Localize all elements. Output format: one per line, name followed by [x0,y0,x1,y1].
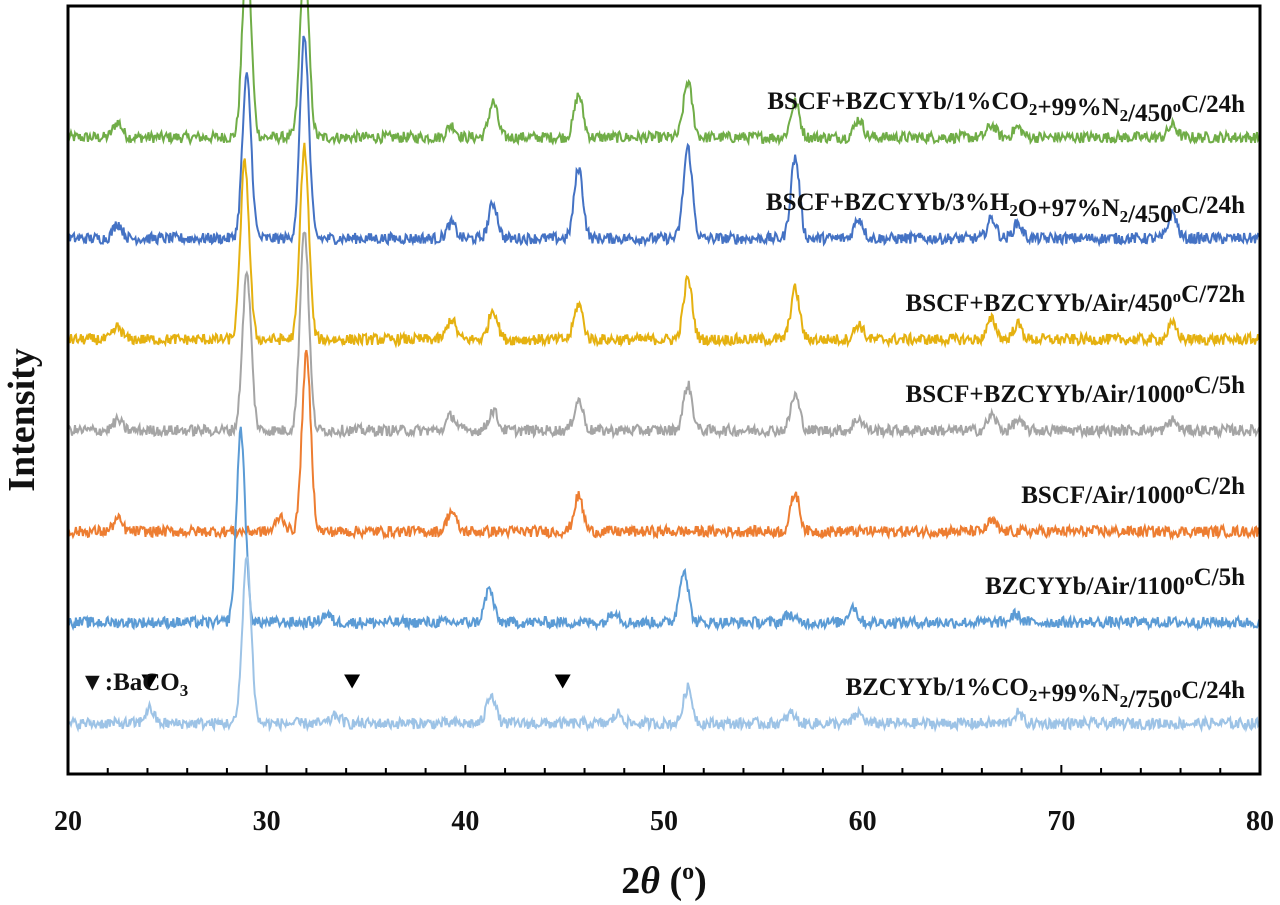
x-tick-label-50: 50 [650,806,678,837]
series-line-7 [67,556,1261,733]
series-line-6 [67,426,1261,632]
series-label-3: BSCF+BZCYYb/Air/450oC/72h [906,281,1246,317]
series-label-6: BZCYYb/Air/1100oC/5h [985,564,1245,600]
x-tick-label-80: 80 [1246,806,1274,837]
series-line-3 [67,142,1261,349]
baco3-legend: ▼:BaCO3 [80,669,188,700]
series-line-5 [67,349,1261,541]
series-label-5: BSCF/Air/1000oC/2h [1021,473,1245,509]
series-line-2 [67,35,1261,248]
series-label-7: BZCYYb/1%CO2+99%N2/750oC/24h [845,674,1245,713]
series-line-1 [67,0,1261,147]
x-tick-label-70: 70 [1047,806,1075,837]
x-tick-label-30: 30 [253,806,281,837]
series-labels: BSCF+BZCYYb/1%CO2+99%N2/450oC/24h BSCF+BZ… [766,88,1245,713]
y-axis-title: Intensity [1,348,43,492]
series-label-4: BSCF+BZCYYb/Air/1000oC/5h [906,372,1246,408]
baco3-markers [141,674,571,689]
x-axis-ticks: 20 30 40 50 60 70 80 [54,765,1274,837]
series-label-2: BSCF+BZCYYb/3%H2O+97%N2/450oC/24h [766,189,1245,228]
baco3-marker-2 [344,674,361,689]
x-tick-label-60: 60 [849,806,877,837]
x-axis-title: 2θ (o) [621,859,707,902]
baco3-marker-1 [141,674,158,689]
x-tick-label-40: 40 [451,806,479,837]
baco3-marker-3 [554,674,571,689]
series-line-4 [67,231,1261,440]
series-label-1: BSCF+BZCYYb/1%CO2+99%N2/450oC/24h [767,88,1245,127]
series-layer [67,0,1261,733]
x-tick-label-20: 20 [54,806,82,837]
